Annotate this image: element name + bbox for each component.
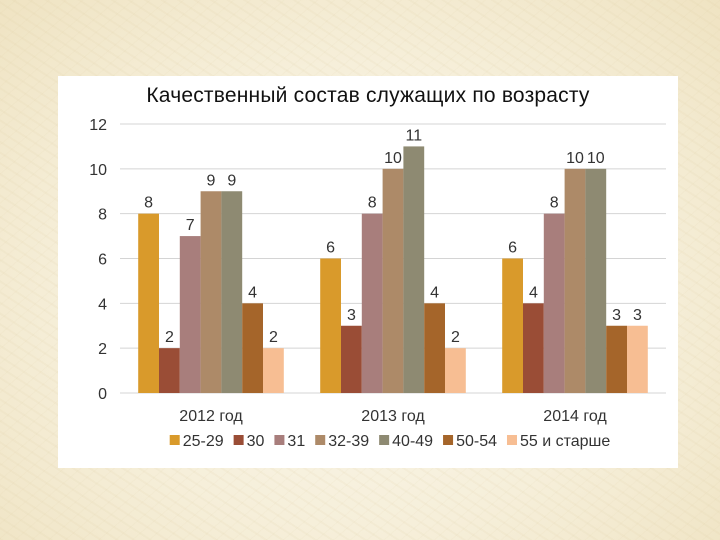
data-label: 8 — [144, 195, 153, 212]
bar — [221, 191, 243, 393]
legend-label: 30 — [247, 433, 265, 450]
legend-swatch — [169, 435, 180, 445]
x-axis: 2012 год 2013 год 2014 год — [179, 408, 607, 425]
data-label: 10 — [587, 150, 605, 167]
data-label: 8 — [550, 195, 559, 212]
y-tick-label: 8 — [98, 207, 107, 224]
bar — [445, 348, 466, 393]
data-label: 3 — [633, 307, 642, 324]
legend-swatch — [274, 435, 285, 445]
bar — [585, 168, 607, 393]
chart-title: Качественный состав служащих по возрасту — [146, 84, 590, 107]
bar — [138, 213, 159, 393]
y-tick-label: 10 — [89, 162, 107, 179]
legend-label: 32-39 — [328, 433, 369, 450]
bar — [320, 258, 341, 393]
bar — [242, 303, 263, 393]
data-label: 6 — [326, 240, 335, 257]
data-label: 3 — [612, 307, 621, 324]
data-label: 3 — [347, 307, 356, 324]
data-label: 7 — [186, 217, 195, 234]
bar — [627, 325, 648, 393]
legend: 25-29 30 31 32-39 40-49 50-54 55 и старше — [169, 433, 610, 450]
y-axis: 0 2 4 6 8 10 12 — [89, 117, 107, 403]
data-label: 9 — [207, 172, 216, 189]
y-tick-label: 0 — [98, 386, 107, 403]
data-label: 6 — [508, 240, 517, 257]
data-label: 2 — [269, 329, 278, 346]
x-category-label: 2013 год — [361, 408, 425, 425]
bar — [361, 213, 383, 393]
data-label: 11 — [405, 127, 422, 144]
data-label: 2 — [165, 329, 174, 346]
legend-label: 25-29 — [183, 433, 224, 450]
legend-swatch — [506, 435, 517, 445]
bar — [523, 303, 544, 393]
bar — [179, 236, 201, 393]
legend-label: 55 и старше — [520, 433, 610, 450]
bar — [543, 213, 565, 393]
legend-swatch — [379, 435, 390, 445]
bar — [200, 191, 222, 393]
bar — [424, 303, 445, 393]
data-label: 4 — [529, 284, 538, 301]
y-tick-label: 6 — [98, 252, 107, 269]
bar — [502, 258, 523, 393]
x-category-label: 2012 год — [179, 408, 243, 425]
y-tick-label: 2 — [98, 341, 107, 358]
x-category-label: 2014 год — [543, 408, 607, 425]
data-label: 9 — [227, 172, 236, 189]
y-tick-label: 12 — [89, 117, 107, 134]
data-label: 2 — [451, 329, 460, 346]
y-tick-label: 4 — [98, 296, 107, 313]
legend-label: 40-49 — [392, 433, 433, 450]
data-label: 8 — [368, 195, 377, 212]
legend-swatch — [233, 435, 244, 445]
bars — [138, 146, 648, 393]
legend-swatch — [443, 435, 454, 445]
bar — [263, 348, 284, 393]
data-label: 10 — [384, 150, 402, 167]
legend-label: 31 — [287, 433, 305, 450]
data-label: 10 — [566, 150, 584, 167]
legend-swatch — [315, 435, 326, 445]
data-label: 4 — [430, 284, 439, 301]
bar — [403, 146, 425, 393]
bar — [341, 325, 362, 393]
bar — [382, 168, 404, 393]
bar — [159, 348, 180, 393]
bar — [564, 168, 586, 393]
legend-label: 50-54 — [456, 433, 497, 450]
bar — [606, 325, 627, 393]
data-label: 4 — [248, 284, 257, 301]
